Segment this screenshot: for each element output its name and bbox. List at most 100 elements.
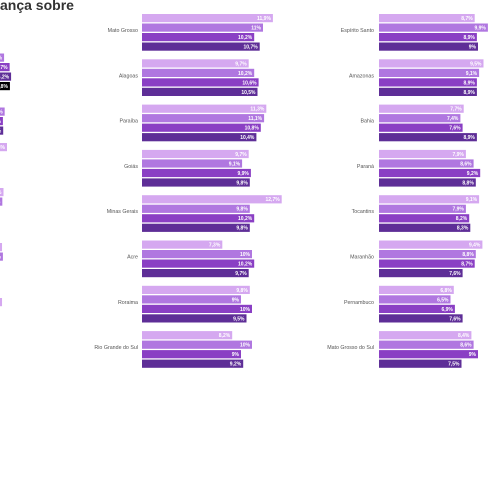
value-label: 9,2%: [467, 171, 479, 177]
bar: [379, 159, 474, 168]
value-label: 9,7%: [235, 271, 247, 277]
value-label: 7,3%: [209, 243, 221, 249]
bar: [379, 104, 464, 113]
value-label: 10%: [240, 252, 251, 258]
value-label: 8,7%: [461, 16, 473, 22]
bar: [142, 195, 282, 204]
bar: [142, 250, 252, 259]
value-label: 9,1%: [466, 197, 478, 203]
value-label: 7,5%: [448, 362, 460, 368]
bar: [142, 68, 255, 77]
bar: [379, 133, 477, 142]
bar: [0, 188, 4, 197]
value-label: 10%: [240, 343, 251, 349]
bar: [142, 159, 243, 168]
bar: [0, 53, 5, 62]
value-label: 9,7%: [235, 61, 247, 67]
value-label: 8,2%: [456, 216, 468, 222]
state-label: Mato Grosso do Sul: [327, 345, 374, 351]
bar: [379, 350, 478, 359]
value-label: 15,2%: [0, 75, 10, 81]
bar: [379, 285, 454, 294]
value-label: 10,6%: [242, 80, 257, 86]
bar: [142, 350, 241, 359]
bar: [379, 250, 476, 259]
value-label: 6,9%: [441, 307, 453, 313]
bar: [379, 123, 463, 132]
value-label: 7,9%: [452, 207, 464, 213]
value-label: 8,6%: [460, 161, 472, 167]
value-label: 8,3%: [457, 226, 469, 232]
value-label: 6,5%: [437, 297, 449, 303]
value-label: 8,8%: [462, 252, 474, 258]
value-label: 10%: [240, 307, 251, 313]
bar: [142, 240, 223, 249]
bar: [142, 359, 244, 368]
bar: [142, 285, 250, 294]
value-label: 10,2%: [238, 71, 253, 77]
value-label: 7,6%: [449, 316, 461, 322]
bar: [142, 204, 250, 213]
value-label: 8,2%: [219, 333, 231, 339]
bar: [379, 331, 472, 340]
bar: [0, 107, 5, 116]
value-label: 9,5%: [233, 316, 245, 322]
bar: [142, 304, 252, 313]
bar: [379, 304, 455, 313]
bar: [142, 269, 249, 278]
value-label: 10,2%: [238, 262, 253, 268]
state-label: Paraíba: [119, 119, 138, 125]
value-label: 7,6%: [449, 126, 461, 132]
value-label: 8,9%: [463, 135, 475, 141]
bar: [379, 195, 480, 204]
value-label: 8,4%: [458, 333, 470, 339]
value-label: 9,5%: [470, 61, 482, 67]
value-label: 13%: [0, 110, 3, 116]
value-label: 9%: [469, 352, 477, 358]
bar: [0, 243, 3, 252]
state-label: Bahia: [360, 119, 374, 125]
state-label: Espírito Santo: [341, 28, 374, 34]
value-label: 9,8%: [236, 207, 248, 213]
value-label: 9,1%: [466, 71, 478, 77]
bar: [142, 259, 255, 268]
state-label: Rio Grande do Sul: [94, 345, 138, 351]
bar: [0, 82, 10, 91]
value-label: 11,9%: [257, 16, 271, 22]
value-label: 9,9%: [474, 26, 486, 32]
bar: [379, 87, 477, 96]
value-label: 12,6%: [0, 190, 2, 196]
value-label: 9%: [232, 352, 240, 358]
bar: [379, 33, 477, 42]
bar: [142, 42, 260, 51]
bar: [0, 63, 10, 72]
bar: [142, 23, 263, 32]
value-label: 12,4%: [0, 119, 1, 125]
value-label: 9,2%: [230, 362, 242, 368]
bar: [379, 59, 484, 68]
value-label: 13,8%: [0, 145, 6, 151]
bar: [142, 149, 249, 159]
bar: [0, 72, 12, 81]
bar: [379, 204, 466, 213]
value-label: 9,8%: [236, 288, 248, 294]
state-label: Acre: [127, 255, 138, 261]
bar: [142, 78, 259, 87]
value-label: 7,7%: [450, 107, 462, 113]
value-label: 9%: [469, 45, 477, 51]
bar: [142, 168, 251, 178]
bar: [379, 340, 474, 349]
state-label: Paraná: [357, 164, 374, 170]
value-label: 10,4%: [240, 135, 255, 141]
bar: [379, 359, 462, 368]
bar: [379, 178, 476, 187]
value-label: 12,4%: [0, 255, 1, 261]
bar: [379, 68, 480, 77]
bar: [142, 314, 247, 323]
bar: [142, 331, 233, 340]
value-label: 9,1%: [229, 161, 241, 167]
bar: [0, 143, 7, 152]
value-label: 9%: [232, 297, 240, 303]
bar: [142, 123, 261, 132]
